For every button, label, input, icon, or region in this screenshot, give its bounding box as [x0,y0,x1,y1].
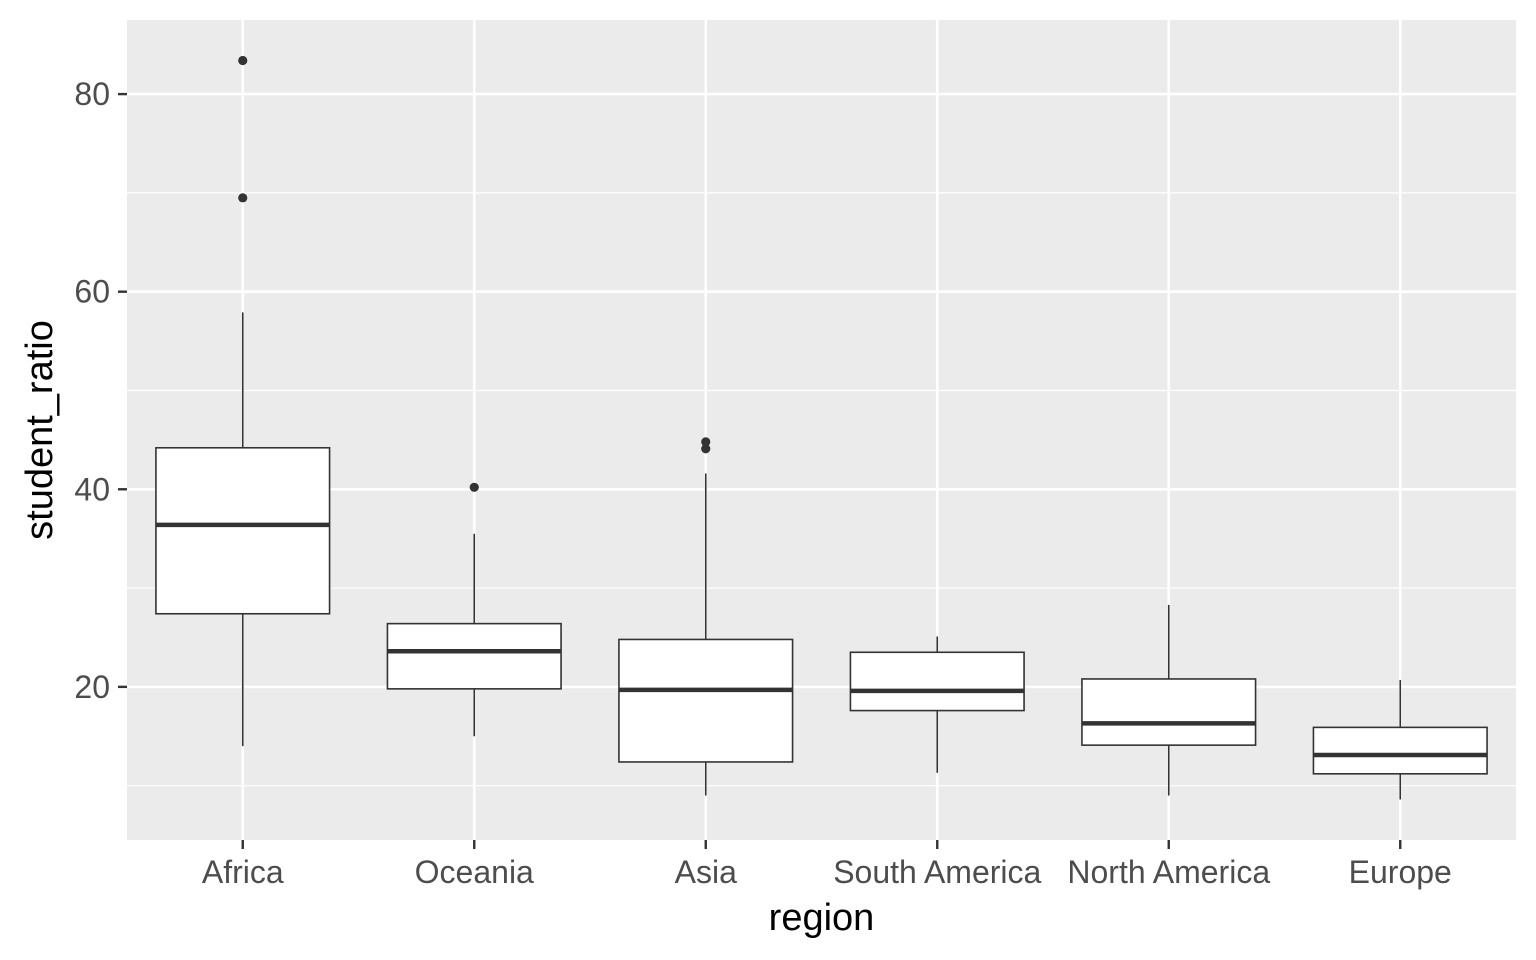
box-series [155,55,1488,800]
box-iqr [618,638,794,763]
outlier-point [701,437,711,447]
x-tick-label: Africa [202,854,284,890]
box-iqr [1081,678,1257,746]
x-axis: Africa Oceania Asia South America North Amer… [202,840,1452,890]
x-tick-label: Europe [1349,854,1452,890]
y-tick-label: 60 [74,274,110,310]
x-axis-title: region [769,897,875,939]
box-group [1312,679,1488,800]
box-group [386,482,562,737]
y-axis: 20 40 60 80 [74,76,127,705]
y-tick-label: 80 [74,76,110,112]
y-tick-label: 20 [74,669,110,705]
box-group [155,55,331,747]
box-group [1081,604,1257,796]
outlier-point [238,55,248,66]
minor-gridlines [127,192,1516,787]
x-tick-label: Oceania [415,854,534,890]
box-iqr [155,446,331,615]
box-iqr [849,651,1025,712]
box-group [618,437,794,796]
box-iqr [386,622,562,690]
x-tick-label: South America [833,854,1041,890]
box-iqr [1312,726,1488,775]
y-tick-label: 40 [74,471,110,507]
x-tick-label: Asia [675,854,737,890]
box-group [849,636,1025,773]
plot-panel [127,20,1516,840]
outlier-point [238,193,248,203]
y-axis-title: student_ratio [19,320,61,540]
x-tick-label: North America [1067,854,1270,890]
outlier-point [469,482,479,492]
outlier-point [701,444,711,454]
